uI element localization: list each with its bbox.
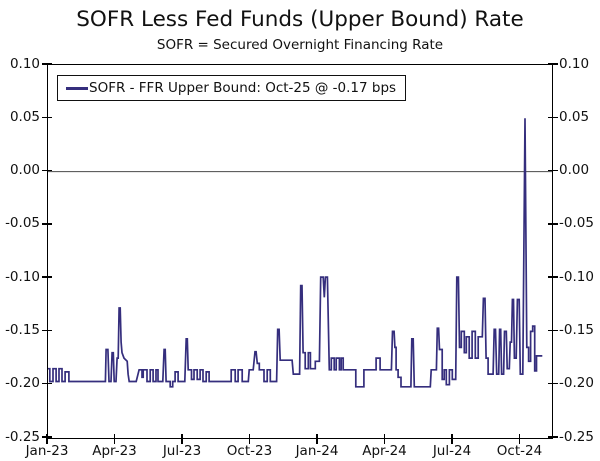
y-axis-tick-right [547,382,558,385]
x-axis-tick [46,433,48,444]
x-axis-tick [383,433,386,444]
x-axis-label: Jan-24 [295,443,339,459]
y-axis-tick-left [42,382,52,385]
y-axis-label-right: -0.25 [559,428,594,445]
x-axis-label: Jan-23 [25,443,69,459]
y-axis-tick-left [42,276,52,278]
y-axis-tick-right [547,223,558,225]
x-axis-label: Jul-23 [162,443,202,459]
y-axis-tick-left [42,223,52,225]
x-axis-label: Jul-24 [432,443,472,459]
y-axis-label-left: 0.05 [9,108,40,125]
x-axis-label: Oct-24 [496,443,543,459]
x-axis-tick [181,433,183,444]
y-axis-tick-left [42,169,52,172]
x-axis-tick [518,433,521,444]
y-axis-tick-left [42,116,52,119]
y-axis-label-right: -0.15 [559,321,594,338]
y-axis-label-left: -0.20 [5,375,40,392]
sofr-ffr-line [48,118,543,388]
y-axis-label-left: -0.25 [5,428,40,445]
x-axis-tick [451,433,453,444]
x-axis-tick [113,433,116,444]
legend-label: SOFR - FFR Upper Bound: Oct-25 @ -0.17 b… [89,80,397,96]
x-axis-tick [248,433,251,444]
chart-title: SOFR Less Fed Funds (Upper Bound) Rate [76,7,524,32]
y-axis-tick-right [547,436,558,438]
y-axis-label-right: 0.10 [559,55,590,72]
x-axis-label: Apr-24 [362,443,407,459]
y-axis-label-right: -0.10 [559,268,594,285]
chart-subtitle: SOFR = Secured Overnight Financing Rate [156,37,444,53]
x-axis-label: Apr-23 [92,443,137,459]
y-axis-label-left: 0.00 [9,162,40,179]
y-axis-tick-right [547,329,558,332]
y-axis-tick-left [42,329,52,332]
x-axis-tick [316,433,318,444]
plot-area [47,64,553,439]
y-axis-tick-right [547,116,558,119]
y-axis-tick-right [547,169,558,172]
y-axis-label-left: -0.05 [5,215,40,232]
x-axis-label: Oct-23 [226,443,273,459]
y-axis-label-right: -0.05 [559,215,594,232]
y-axis-label-left: -0.10 [5,268,40,285]
y-axis-tick-right [547,63,558,65]
legend-line-sample-icon [66,86,88,90]
y-axis-label-left: 0.10 [9,55,40,72]
y-axis-tick-right [547,276,558,278]
y-axis-tick-left [42,63,52,65]
plot-canvas [48,118,552,388]
legend-box: SOFR - FFR Upper Bound: Oct-25 @ -0.17 b… [57,75,407,101]
y-axis-label-right: 0.05 [559,108,590,125]
y-axis-label-right: -0.20 [559,375,594,392]
y-axis-label-right: 0.00 [559,162,590,179]
y-axis-label-left: -0.15 [5,321,40,338]
